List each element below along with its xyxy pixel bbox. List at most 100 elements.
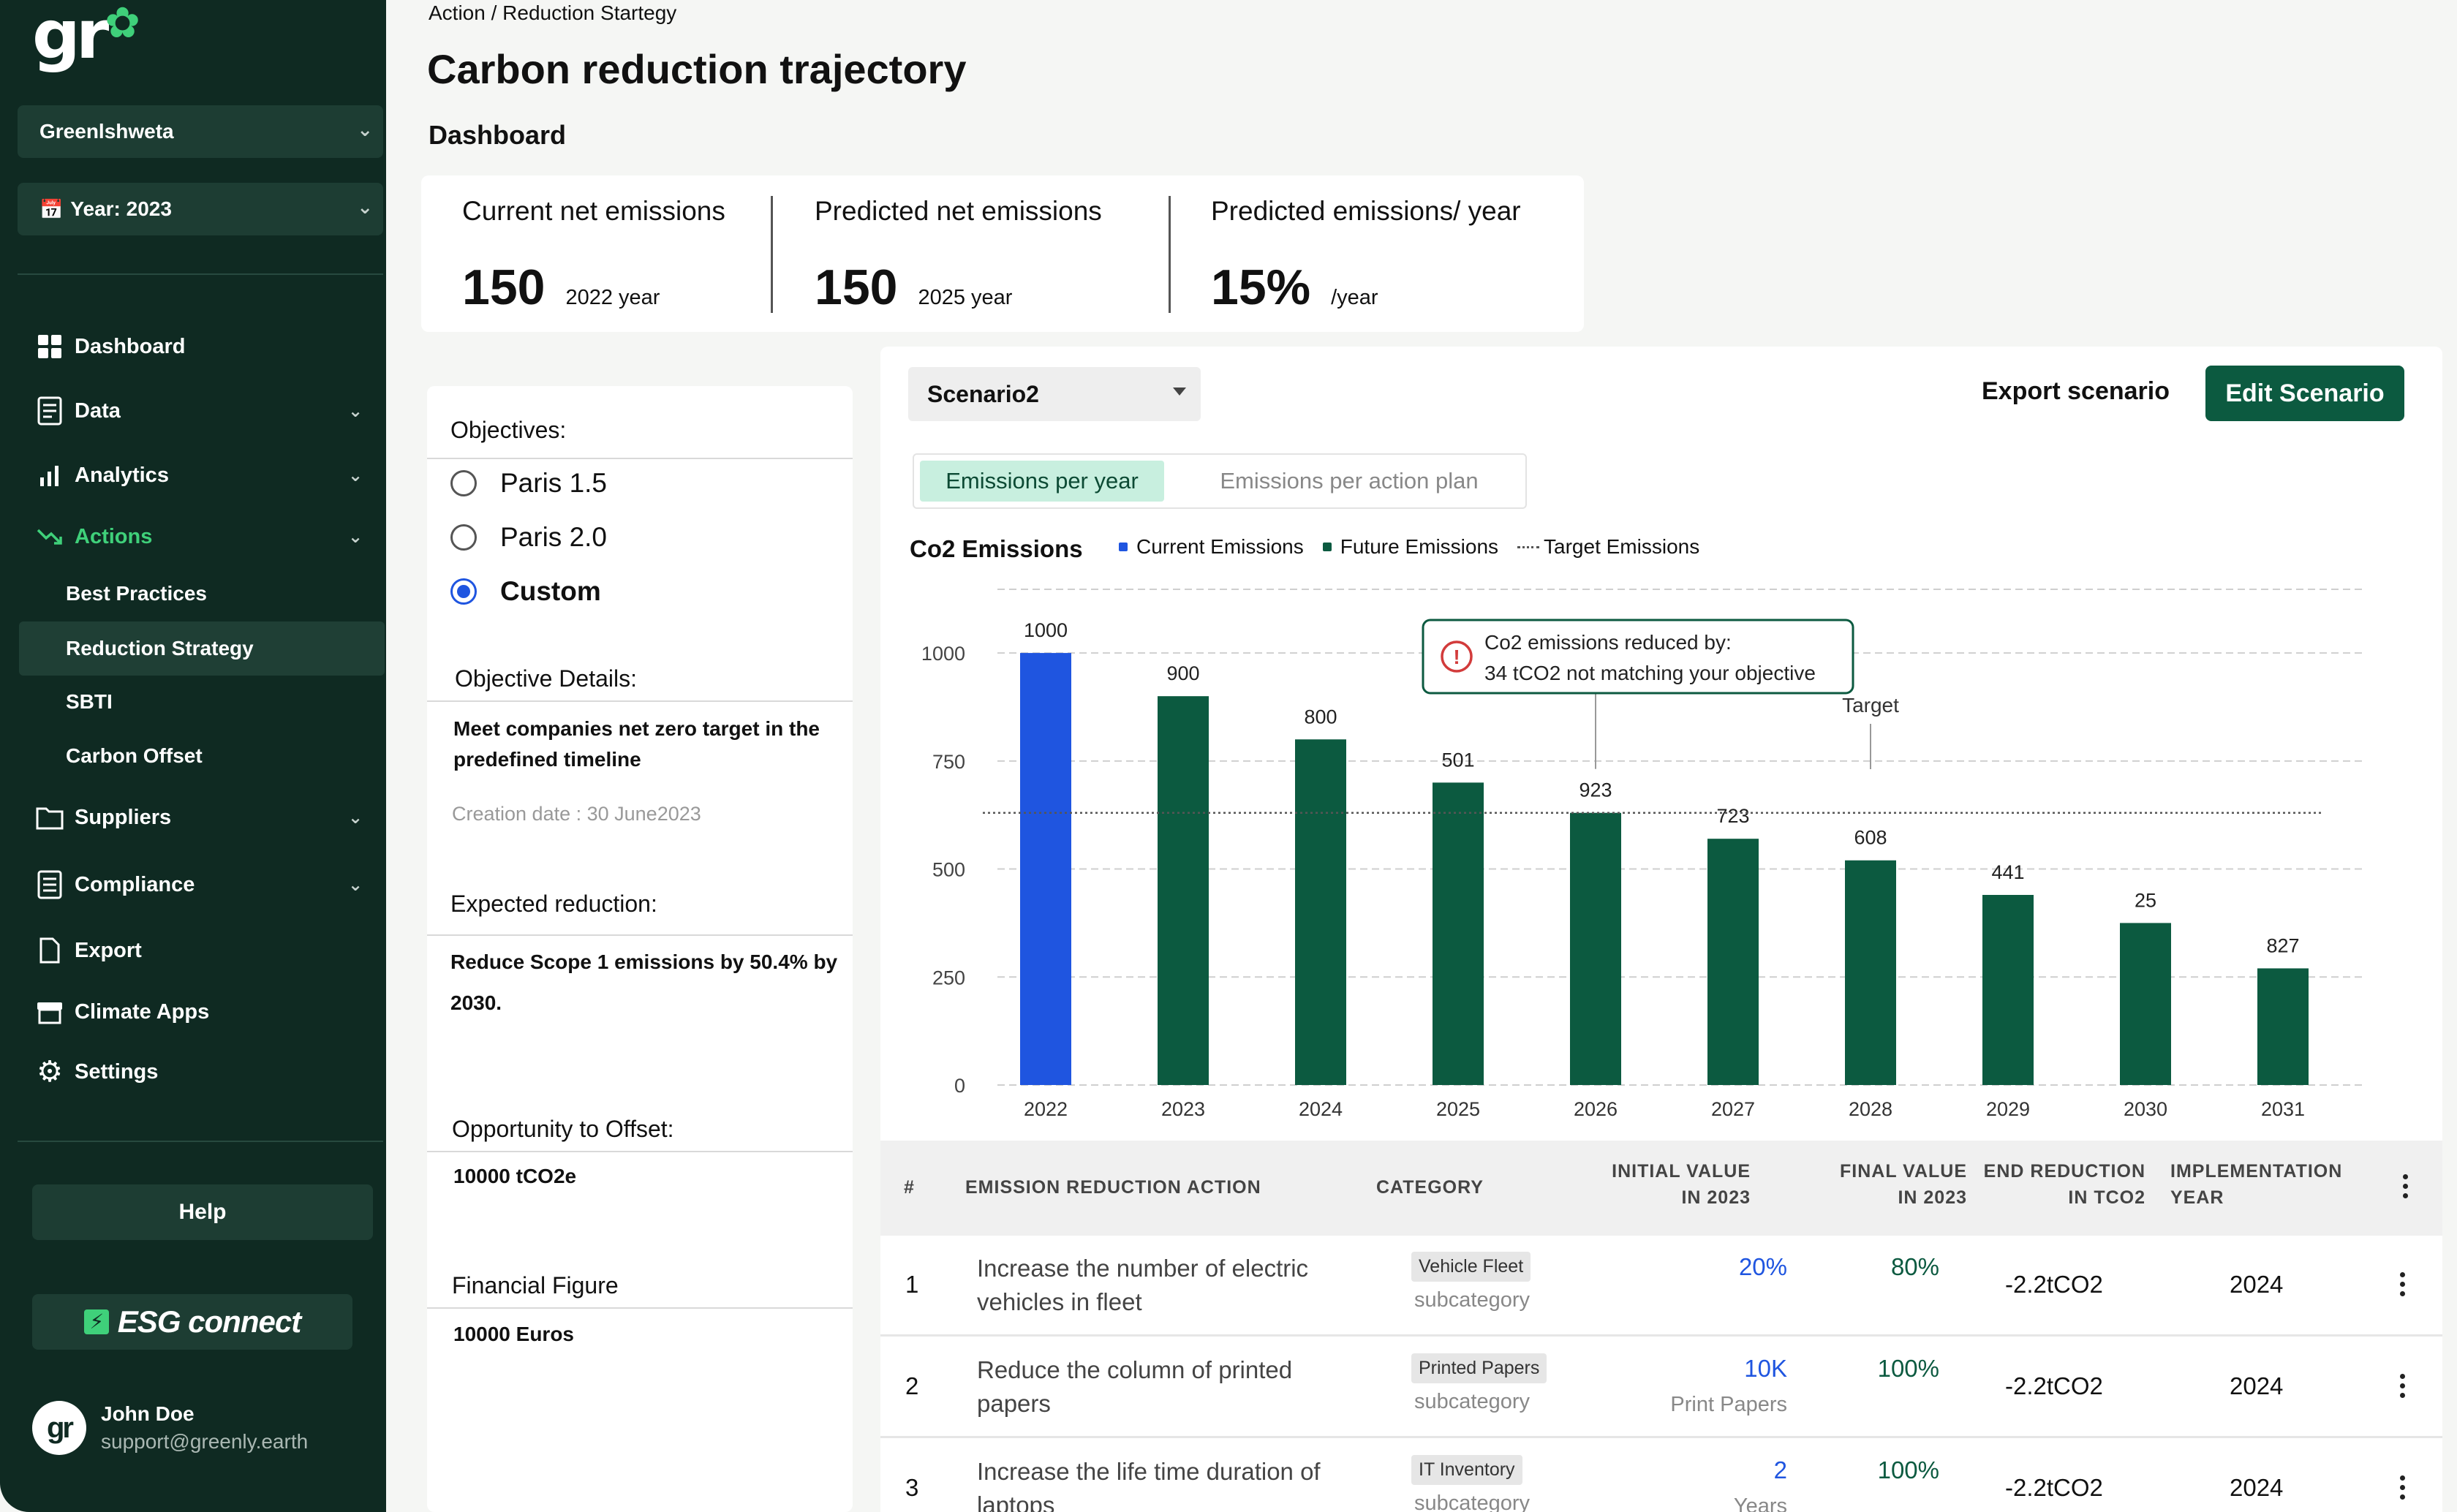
sidebar-item-suppliers[interactable]: Suppliers ⌄: [35, 795, 363, 839]
bar-2031: [2257, 968, 2309, 1085]
x-tick-label: 2024: [1299, 1098, 1343, 1120]
tab-emissions-per-year[interactable]: Emissions per year: [920, 461, 1164, 502]
grid-icon: [35, 332, 64, 361]
row-initial-value: 10K: [1744, 1355, 1787, 1382]
row-more-options-icon[interactable]: [2400, 1272, 2406, 1301]
creation-date: Creation date : 30 June2023: [452, 803, 701, 825]
breadcrumb[interactable]: Action / Reduction Startegy: [429, 1, 677, 24]
bar-2023: [1158, 696, 1209, 1085]
radio-custom[interactable]: Custom: [450, 576, 601, 607]
kpi-label: Current net emissions: [462, 196, 725, 226]
app-logo[interactable]: gr✿: [32, 0, 140, 74]
sidebar-item-actions[interactable]: Actions ⌄: [35, 515, 363, 559]
y-tick-label: 250: [932, 967, 965, 989]
sidebar-item-analytics[interactable]: Analytics ⌄: [35, 453, 363, 497]
legend-swatch: [1322, 543, 1332, 551]
organization-select[interactable]: Greenlshweta ⌄: [18, 105, 383, 158]
objective-details-text: Meet companies net zero target in the pr…: [453, 717, 820, 771]
bar-2022: [1020, 653, 1071, 1085]
bar-2030: [2120, 923, 2171, 1085]
sidebar-item-compliance[interactable]: Compliance ⌄: [35, 863, 363, 907]
kpi-predicted-net-emissions: Predicted net emissions 150 2025 year: [815, 196, 1102, 316]
chart-title: Co2 Emissions: [910, 535, 1083, 562]
x-tick-label: 2025: [1436, 1098, 1480, 1120]
table-row[interactable]: 1 Increase the number of electric vehicle…: [880, 1236, 2442, 1337]
sidebar-item-export[interactable]: Export: [35, 929, 142, 972]
more-options-icon[interactable]: [2403, 1174, 2409, 1203]
chevron-down-icon: ⌄: [348, 874, 363, 895]
bar-2024: [1295, 739, 1346, 1085]
avatar: gr: [32, 1401, 86, 1455]
radio-paris-1-5[interactable]: Paris 1.5: [450, 468, 607, 499]
bar-value-label: 441: [1991, 861, 2024, 883]
esg-connect-button[interactable]: ⚡ ESG connect: [32, 1294, 352, 1350]
row-initial-value: 2: [1773, 1456, 1787, 1483]
row-more-options-icon[interactable]: [2400, 1374, 2406, 1402]
sidebar-subitem-best-practices[interactable]: Best Practices: [66, 582, 208, 605]
export-scenario-button[interactable]: Export scenario: [1982, 377, 2170, 405]
esg-connect-label: ESG connect: [117, 1304, 301, 1339]
row-implementation-year: 2024: [2230, 1474, 2284, 1501]
opportunity-offset-label: Opportunity to Offset:: [452, 1116, 674, 1142]
table-row[interactable]: 2 Reduce the column of printed papers Prin…: [880, 1337, 2442, 1438]
kpi-unit: 2022 year: [565, 286, 660, 309]
row-implementation-year: 2024: [2230, 1271, 2284, 1298]
divider: [427, 1151, 853, 1152]
tab-emissions-per-action-plan[interactable]: Emissions per action plan: [1220, 468, 1479, 494]
bar-2026: [1570, 812, 1621, 1085]
column-header-line: INITIAL VALUE: [1612, 1161, 1751, 1182]
sidebar-subitem-carbon-offset[interactable]: Carbon Offset: [66, 744, 203, 767]
sidebar-item-label: Climate Apps: [75, 999, 210, 1024]
kpi-unit: /year: [1331, 286, 1378, 309]
financial-figure-label: Financial Figure: [452, 1272, 619, 1299]
sidebar-item-label: Data: [75, 398, 121, 423]
sidebar-subitem-reduction-strategy[interactable]: Reduction Strategy: [19, 621, 385, 676]
radio-label: Custom: [500, 576, 601, 606]
chevron-down-icon: ⌄: [348, 807, 363, 828]
legend-label: Current Emissions: [1136, 535, 1304, 558]
bar-value-label: 501: [1441, 749, 1474, 771]
column-header-end-reduction: END REDUCTION IN TCO2: [1970, 1158, 2145, 1211]
legend-label: Future Emissions: [1340, 535, 1499, 558]
sidebar-divider: [18, 1141, 383, 1142]
sidebar-item-dashboard[interactable]: Dashboard: [35, 325, 185, 368]
year-select[interactable]: 📅 Year: 2023 ⌄: [18, 183, 383, 235]
sidebar-item-data[interactable]: Data ⌄: [35, 389, 363, 433]
scenario-value: Scenario2: [927, 380, 1039, 407]
category-tag: IT Inventory: [1411, 1455, 1522, 1485]
scenario-select[interactable]: Scenario2: [908, 367, 1201, 421]
x-tick-label: 2029: [1986, 1098, 2030, 1120]
kpi-label: Predicted emissions/ year: [1211, 196, 1521, 226]
x-tick-label: 2031: [2261, 1098, 2305, 1120]
column-header-initial-value: INITIAL VALUE IN 2023: [1590, 1158, 1751, 1211]
sidebar-subitem-sbti[interactable]: SBTI: [66, 690, 113, 713]
column-header-action: EMISSION REDUCTION ACTION: [965, 1177, 1261, 1198]
edit-scenario-button[interactable]: Edit Scenario: [2205, 366, 2404, 421]
sidebar-item-label: Actions: [75, 524, 153, 548]
radio-paris-2-0[interactable]: Paris 2.0: [450, 522, 607, 553]
column-header-num: #: [904, 1177, 915, 1198]
user-profile[interactable]: gr John Doe support@greenly.earth: [32, 1401, 308, 1455]
help-button[interactable]: Help: [32, 1184, 373, 1240]
radio-label: Paris 1.5: [500, 468, 608, 498]
column-header-line: IN TCO2: [2068, 1187, 2145, 1208]
user-name: John Doe: [101, 1402, 195, 1425]
table-header: # EMISSION REDUCTION ACTION CATEGORY INI…: [880, 1141, 2442, 1236]
bar-value-label: 608: [1854, 827, 1887, 849]
kpi-card: Current net emissions 150 2022 year Predi…: [421, 175, 1584, 332]
calendar-icon: 📅: [39, 197, 64, 220]
chart-tabs: Emissions per year Emissions per action …: [913, 453, 1527, 509]
radio-circle[interactable]: [450, 470, 477, 496]
row-more-options-icon[interactable]: [2400, 1475, 2406, 1504]
annotation-line: 34 tCO2 not matching your objective: [1484, 662, 1816, 684]
radio-circle[interactable]: [450, 524, 477, 551]
objectives-panel: Objectives: Paris 1.5 Paris 2.0 Custom O…: [427, 386, 853, 1512]
sidebar-item-label: Settings: [75, 1059, 159, 1084]
expected-reduction-label: Expected reduction:: [450, 891, 657, 917]
row-number: 3: [905, 1474, 919, 1501]
radio-circle[interactable]: [450, 578, 477, 605]
sidebar-item-settings[interactable]: ⚙ Settings: [35, 1050, 158, 1094]
objective-details-label: Objective Details:: [455, 665, 637, 692]
table-row[interactable]: 3 Increase the life time duration of lapt…: [880, 1439, 2442, 1512]
sidebar-item-climate-apps[interactable]: Climate Apps: [35, 990, 209, 1034]
